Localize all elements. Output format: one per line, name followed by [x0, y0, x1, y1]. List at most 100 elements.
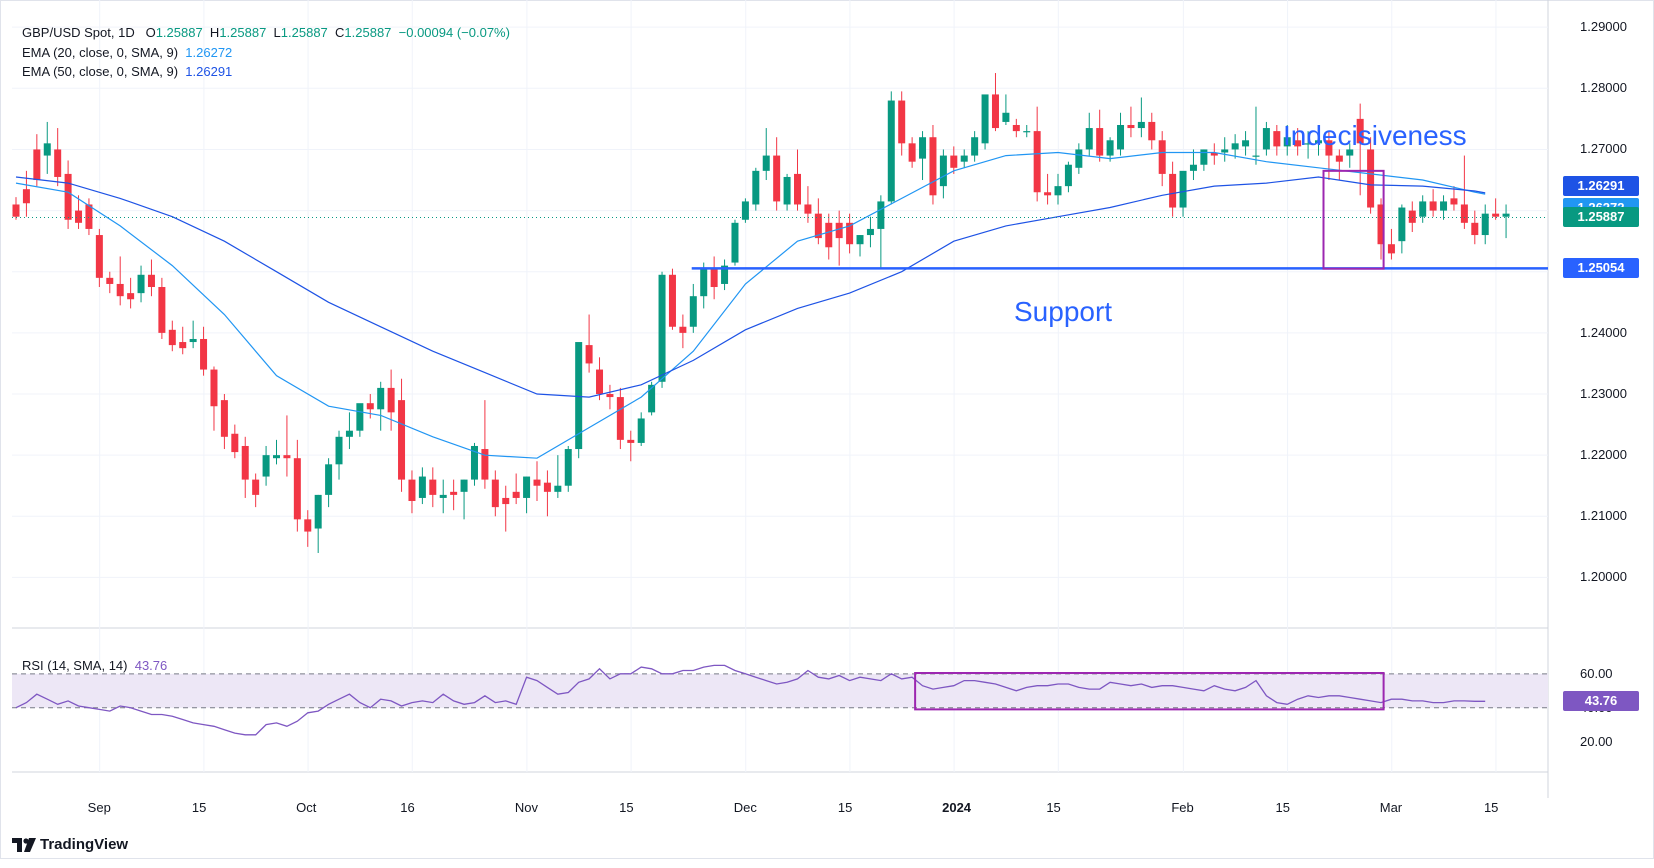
candle-body: [335, 436, 343, 465]
candle-body: [1440, 201, 1448, 211]
candle: [158, 277, 166, 339]
candle-body: [439, 494, 447, 498]
candle: [356, 403, 364, 437]
candle-body: [1356, 118, 1364, 144]
candle-body: [1002, 112, 1010, 122]
candle: [1440, 195, 1448, 220]
candle: [1335, 149, 1343, 181]
candle-body: [1471, 222, 1479, 236]
candle-body: [127, 293, 135, 300]
brand-name: TradingView: [40, 836, 129, 853]
candle: [804, 186, 812, 223]
candle-body: [929, 137, 937, 196]
tradingview-brand[interactable]: TradingView: [12, 836, 128, 853]
legend-ema20[interactable]: EMA (20, close, 0, SMA, 9) 1.26272: [22, 44, 232, 62]
candle: [762, 128, 770, 181]
candle-body: [314, 494, 322, 529]
candle-body: [273, 455, 280, 459]
candle: [168, 320, 176, 352]
candle: [679, 314, 687, 349]
candle-body: [1179, 170, 1187, 208]
candle-body: [1096, 128, 1104, 156]
candle: [1096, 109, 1104, 162]
candle: [1054, 173, 1062, 205]
candle: [835, 210, 843, 266]
legend-ema20-label: EMA (20, close, 0, SMA, 9): [22, 45, 179, 60]
ema20-line: [15, 151, 1486, 459]
candle: [1481, 204, 1489, 245]
candle: [1471, 210, 1479, 245]
overlays: [12, 169, 1548, 711]
candle-body: [179, 342, 187, 349]
candle-body: [1273, 131, 1281, 147]
candle-body: [1210, 152, 1218, 156]
price-tick-label: 1.28000: [1580, 80, 1627, 96]
candle: [637, 412, 645, 446]
ema-lines: [15, 151, 1486, 459]
time-tick-label: Oct: [296, 800, 317, 815]
candle: [752, 167, 760, 211]
rsi-pane: [12, 664, 1548, 736]
price-tick-label: 1.29000: [1580, 19, 1627, 35]
candle-body: [12, 204, 20, 217]
candle-body: [637, 418, 645, 443]
candle: [794, 149, 801, 211]
candle-body: [1044, 192, 1052, 196]
candle: [866, 216, 874, 248]
candle: [241, 436, 249, 498]
rsi-tick-label: 20.00: [1580, 733, 1613, 749]
price-tag-last: 1.25887: [1563, 207, 1639, 228]
candle: [919, 131, 927, 181]
candle-body: [523, 476, 531, 498]
legend-ema50[interactable]: EMA (50, close, 0, SMA, 9) 1.26291: [22, 63, 232, 81]
price-tick-label: 1.24000: [1580, 324, 1627, 340]
candle-body: [200, 338, 208, 370]
candle: [502, 485, 510, 532]
candle: [116, 256, 124, 306]
candle: [200, 326, 208, 376]
candle-body: [752, 170, 760, 205]
candle: [470, 442, 478, 486]
candle-body: [1460, 204, 1468, 223]
candle-body: [1117, 124, 1125, 150]
candle: [1325, 131, 1333, 181]
candle-body: [554, 485, 562, 492]
legend-ohlc: GBP/USD Spot, 1D O1.25887 H1.25887 L1.25…: [22, 24, 510, 42]
candle-body: [43, 143, 51, 156]
candle: [554, 455, 562, 498]
candle-body: [721, 265, 729, 284]
candle: [950, 146, 958, 174]
candle: [1137, 97, 1145, 138]
candle-body: [1283, 137, 1291, 147]
candle-body: [668, 274, 676, 327]
candle: [293, 439, 301, 532]
legend-rsi[interactable]: RSI (14, SMA, 14) 43.76: [22, 657, 167, 675]
candle: [606, 384, 614, 410]
candle: [1502, 204, 1510, 239]
candle-body: [450, 491, 458, 495]
candle: [512, 473, 520, 505]
candle-body: [908, 143, 916, 162]
candle: [481, 400, 489, 489]
candle: [1231, 134, 1239, 159]
candle: [616, 387, 624, 450]
candle-body: [1346, 149, 1354, 156]
candle: [1346, 143, 1354, 168]
candle: [64, 160, 72, 229]
legend-rsi-label: RSI (14, SMA, 14): [22, 658, 128, 673]
legend-high: 1.25887: [219, 25, 267, 40]
candle-body: [960, 155, 968, 162]
legend-ema50-label: EMA (50, close, 0, SMA, 9): [22, 64, 179, 79]
candle: [700, 262, 708, 309]
legend-high-label: H: [209, 25, 220, 40]
candle: [231, 424, 239, 459]
candle: [731, 219, 739, 266]
candle: [929, 124, 937, 205]
candle-body: [700, 268, 708, 297]
candle-body: [1294, 140, 1302, 147]
candle-body: [1408, 210, 1416, 223]
candle: [689, 283, 697, 333]
time-tick-label: 15: [1046, 800, 1061, 815]
